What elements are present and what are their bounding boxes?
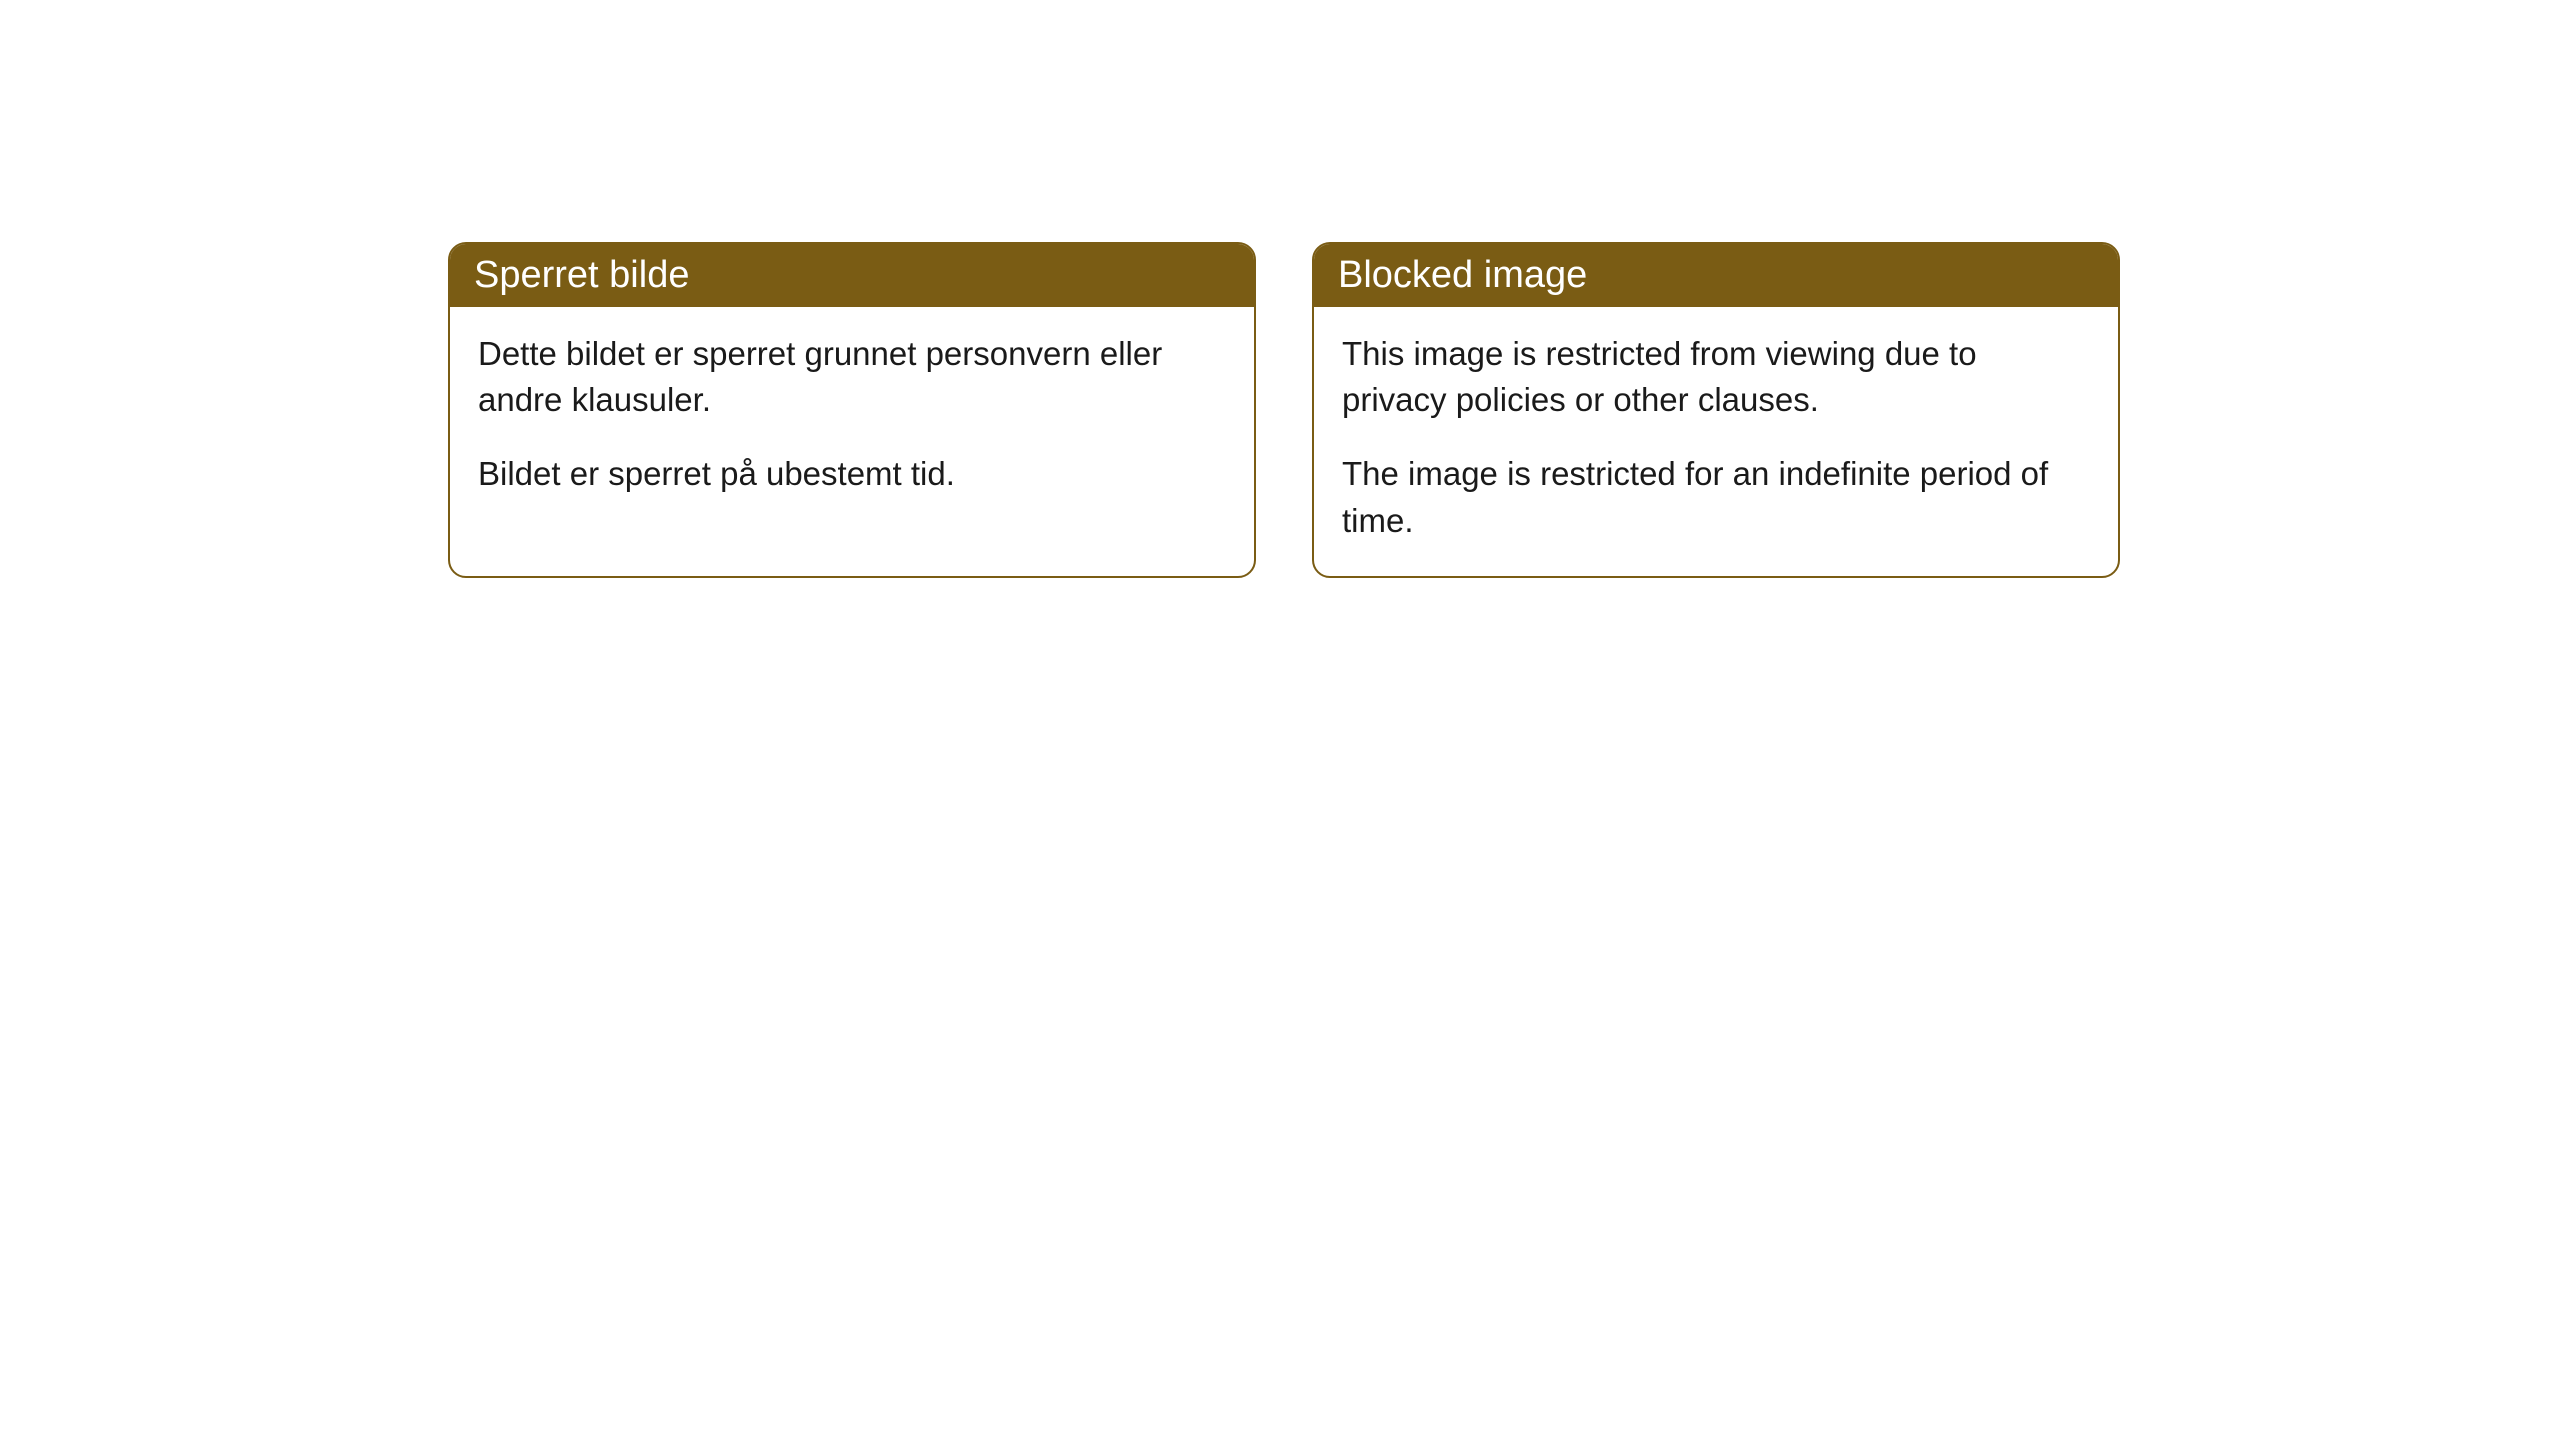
card-paragraph: The image is restricted for an indefinit… bbox=[1342, 451, 2090, 543]
card-paragraph: This image is restricted from viewing du… bbox=[1342, 331, 2090, 423]
card-paragraph: Dette bildet er sperret grunnet personve… bbox=[478, 331, 1226, 423]
card-body-norwegian: Dette bildet er sperret grunnet personve… bbox=[450, 307, 1254, 530]
notice-cards-container: Sperret bilde Dette bildet er sperret gr… bbox=[448, 242, 2120, 578]
notice-card-norwegian: Sperret bilde Dette bildet er sperret gr… bbox=[448, 242, 1256, 578]
card-title-english: Blocked image bbox=[1314, 244, 2118, 307]
notice-card-english: Blocked image This image is restricted f… bbox=[1312, 242, 2120, 578]
card-title-norwegian: Sperret bilde bbox=[450, 244, 1254, 307]
card-body-english: This image is restricted from viewing du… bbox=[1314, 307, 2118, 576]
card-paragraph: Bildet er sperret på ubestemt tid. bbox=[478, 451, 1226, 497]
